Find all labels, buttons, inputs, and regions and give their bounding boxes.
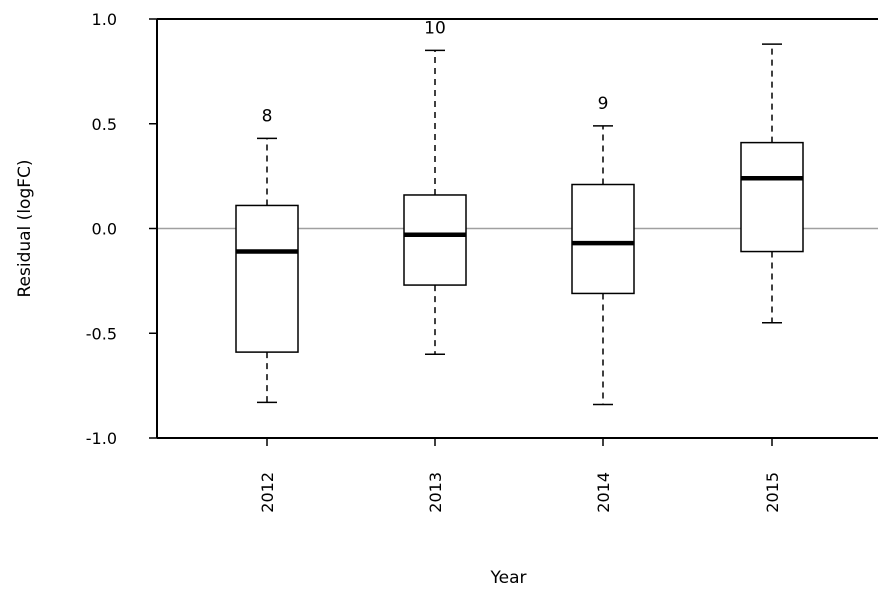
count-label: 9 bbox=[598, 94, 609, 114]
y-axis-title: Residual (logFC) bbox=[15, 159, 35, 297]
y-tick-label: 1.0 bbox=[92, 10, 117, 29]
box-2015: 2015 bbox=[740, 43, 804, 513]
x-tick-label: 2012 bbox=[258, 472, 277, 513]
x-axis-title: Year bbox=[490, 568, 527, 588]
iqr-box bbox=[235, 204, 299, 353]
box-2013: 2013 10 bbox=[403, 18, 467, 513]
y-tick-label: -1.0 bbox=[86, 429, 117, 448]
y-tick-label: -0.5 bbox=[86, 324, 117, 343]
box-2012: 2012 8 bbox=[235, 106, 299, 513]
x-tick-label: 2014 bbox=[594, 472, 613, 513]
count-label: 8 bbox=[262, 106, 273, 126]
y-tick-label: 0.5 bbox=[92, 115, 117, 134]
count-label: 10 bbox=[424, 18, 446, 38]
box-2014: 2014 9 bbox=[571, 94, 635, 513]
iqr-box bbox=[740, 141, 804, 253]
x-tick-label: 2013 bbox=[426, 472, 445, 513]
plot-area: -1.0 -0.5 0.0 0.5 1.0 2012 8 2013 10 2014 9 2015 bbox=[86, 10, 878, 513]
iqr-box bbox=[571, 183, 635, 295]
iqr-box bbox=[403, 194, 467, 286]
y-tick-label: 0.0 bbox=[92, 220, 117, 239]
x-tick-label: 2015 bbox=[763, 472, 782, 513]
